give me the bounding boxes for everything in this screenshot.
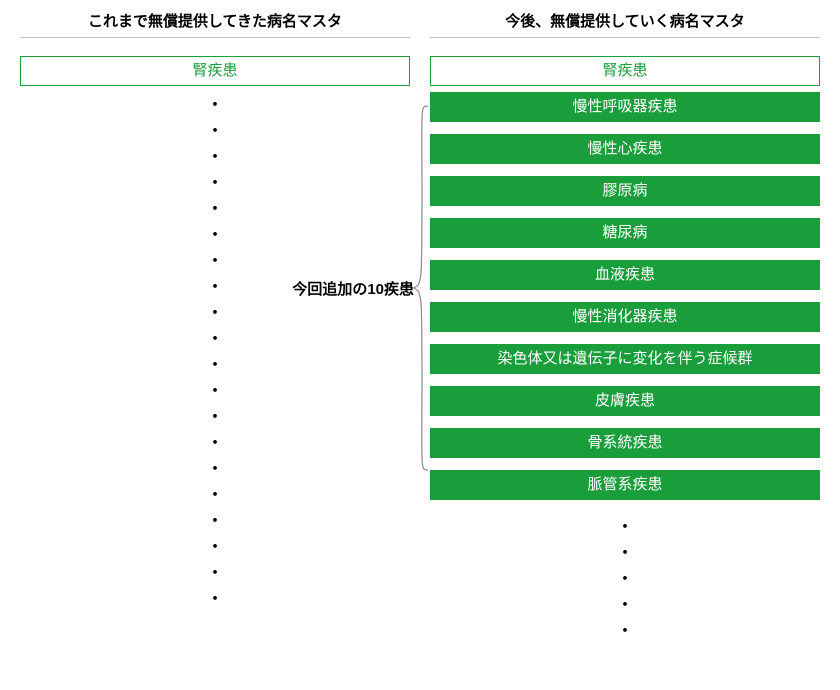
added-item: 脈管系疾患 [430, 470, 820, 500]
brace-icon [412, 104, 430, 472]
dot: ・ [206, 196, 224, 222]
dot: ・ [206, 170, 224, 196]
dot: ・ [206, 586, 224, 612]
dot: ・ [206, 560, 224, 586]
dot: ・ [616, 514, 634, 540]
dot: ・ [206, 222, 224, 248]
dot: ・ [206, 430, 224, 456]
dot: ・ [206, 144, 224, 170]
dot: ・ [616, 566, 634, 592]
dot: ・ [206, 92, 224, 118]
dot: ・ [206, 404, 224, 430]
dot: ・ [206, 456, 224, 482]
added-item: 慢性心疾患 [430, 134, 820, 164]
right-dots: ・・・・・ [430, 514, 820, 644]
added-item: 慢性呼吸器疾患 [430, 92, 820, 122]
added-item: 骨系統疾患 [430, 428, 820, 458]
added-item: 慢性消化器疾患 [430, 302, 820, 332]
left-dots: ・・・・・・・・・・・・・・・・・・・・ [20, 92, 410, 680]
dot: ・ [206, 508, 224, 534]
left-top-pill: 腎疾患 [20, 56, 410, 86]
dot: ・ [206, 118, 224, 144]
added-item: 血液疾患 [430, 260, 820, 290]
dot: ・ [616, 540, 634, 566]
dot: ・ [616, 618, 634, 644]
dot: ・ [206, 352, 224, 378]
dot: ・ [206, 300, 224, 326]
added-item: 染色体又は遺伝子に変化を伴う症候群 [430, 344, 820, 374]
added-item: 膠原病 [430, 176, 820, 206]
dot: ・ [206, 326, 224, 352]
right-added-list: 慢性呼吸器疾患慢性心疾患膠原病糖尿病血液疾患慢性消化器疾患染色体又は遺伝子に変化… [430, 92, 820, 506]
added-item: 糖尿病 [430, 218, 820, 248]
dot: ・ [206, 378, 224, 404]
right-header: 今後、無償提供していく病名マスタ [430, 10, 820, 38]
dot: ・ [206, 248, 224, 274]
right-top-pill: 腎疾患 [430, 56, 820, 86]
dot: ・ [206, 274, 224, 300]
dot: ・ [206, 534, 224, 560]
dot: ・ [206, 482, 224, 508]
diagram-root: これまで無償提供してきた病名マスタ 腎疾患 ・・・・・・・・・・・・・・・・・・… [20, 10, 820, 680]
left-column: これまで無償提供してきた病名マスタ 腎疾患 ・・・・・・・・・・・・・・・・・・… [20, 10, 410, 680]
right-column: 今後、無償提供していく病名マスタ 腎疾患 今回追加の10疾患 慢性呼吸器疾患慢性… [430, 10, 820, 680]
left-header: これまで無償提供してきた病名マスタ [20, 10, 410, 38]
added-item: 皮膚疾患 [430, 386, 820, 416]
dot: ・ [616, 592, 634, 618]
